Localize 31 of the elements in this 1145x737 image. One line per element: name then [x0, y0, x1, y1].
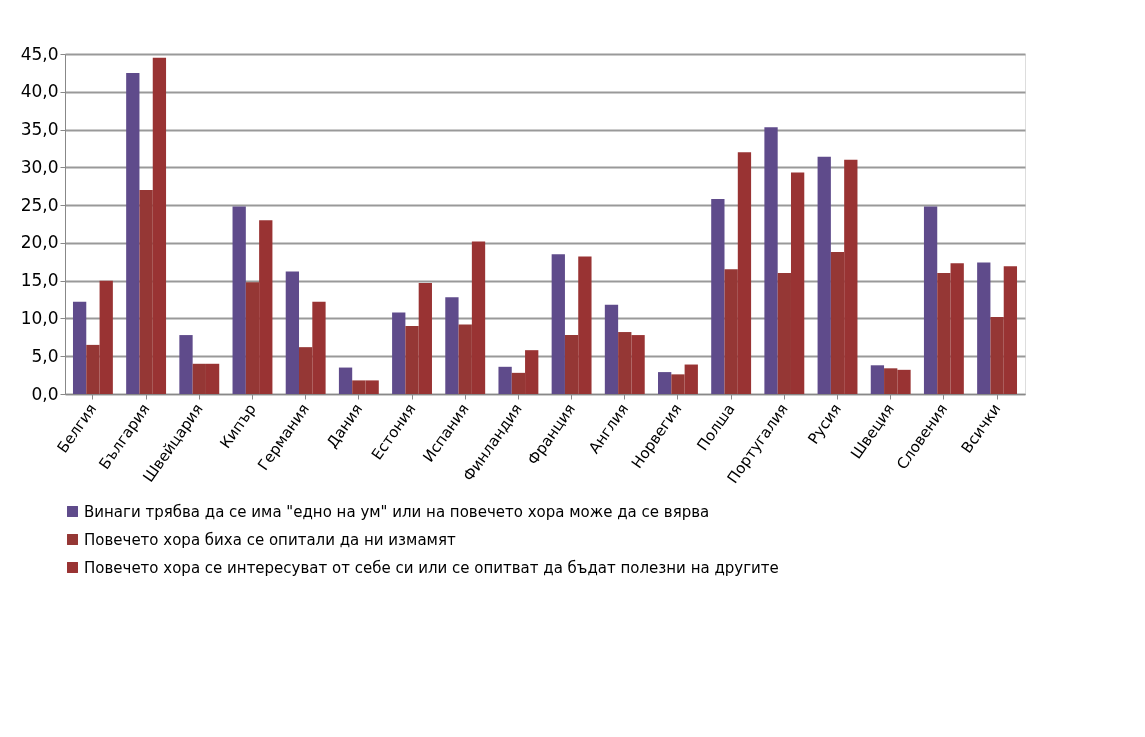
bar [445, 297, 459, 394]
legend-label: Винаги трябва да се има "едно на ум" или на повечето хора може да се вярва [84, 502, 710, 521]
y-tick-label: 10,0 [20, 307, 59, 328]
y-tick-label: 35,0 [20, 119, 59, 140]
bar [977, 262, 991, 394]
y-tick-label: 30,0 [20, 156, 59, 177]
y-tick-label: 25,0 [20, 194, 59, 215]
y-tick-label: 40,0 [20, 81, 59, 102]
bar [72, 301, 87, 394]
y-tick-label: 5,0 [31, 345, 59, 366]
bar [711, 199, 725, 394]
y-tick-label: 45,0 [20, 43, 59, 64]
bar [923, 206, 938, 394]
bar [551, 254, 565, 394]
y-tick-label: 20,0 [20, 232, 59, 253]
bar [498, 366, 512, 394]
legend-label: Повечето хора се интересуват от себе си или се опитват да бъдат полезни на другите [84, 558, 779, 577]
bar [870, 365, 885, 394]
bar [658, 372, 672, 394]
bar [392, 312, 406, 394]
bar [817, 156, 831, 394]
y-tick-label: 0,0 [31, 383, 59, 404]
bar [126, 72, 140, 394]
legend-label: Повечето хора биха се опитали да ни измамят [84, 530, 456, 549]
bar [604, 304, 619, 394]
y-tick-label: 15,0 [20, 270, 59, 291]
bar [285, 271, 300, 394]
bar [232, 206, 246, 394]
bar [179, 335, 193, 394]
bar [764, 127, 778, 394]
bar [338, 367, 353, 394]
